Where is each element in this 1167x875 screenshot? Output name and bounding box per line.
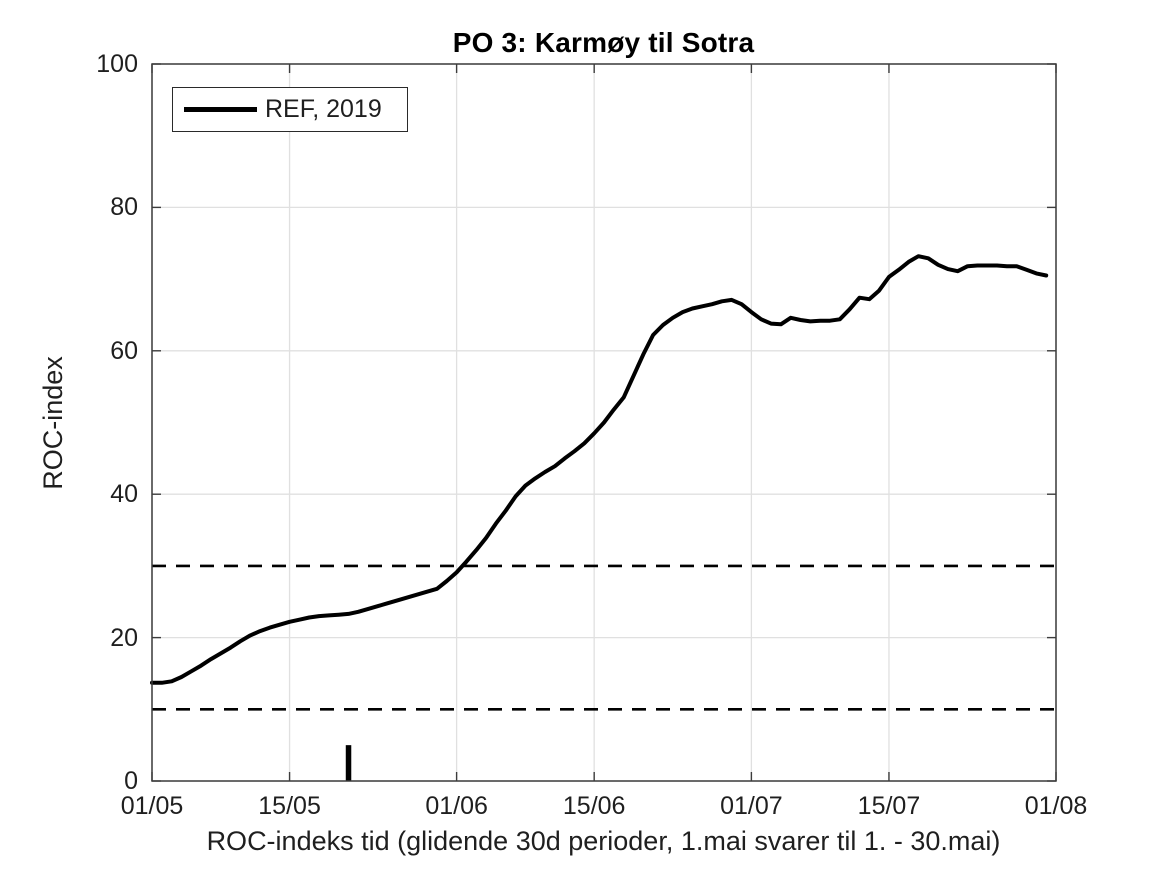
axis-border [151,63,1057,782]
y-tick-label: 80 [110,193,138,222]
y-tick-label: 100 [96,50,138,78]
y-tick-label: 60 [110,336,138,365]
x-axis-label: ROC-indeks tid (glidende 30d perioder, 1… [206,826,1001,856]
x-tick-label: 01/06 [425,792,488,820]
legend: REF, 2019 [172,87,408,132]
legend-line-sample [184,107,257,112]
legend-label: REF, 2019 [265,95,382,123]
chart-title: PO 3: Karmøy til Sotra [452,27,755,58]
x-tick-label: 15/05 [258,792,321,820]
data-series-line [150,254,1049,685]
x-tick-label: 01/08 [1024,792,1088,820]
x-tick-label: 15/06 [562,792,626,820]
x-tick-label: 01/07 [720,792,783,820]
y-tick-label: 20 [110,623,138,652]
x-tick-label: 01/05 [120,792,184,820]
x-tick-label: 15/07 [857,792,921,820]
y-tick-label: 40 [110,480,138,509]
y-tick-label: 0 [124,767,138,795]
